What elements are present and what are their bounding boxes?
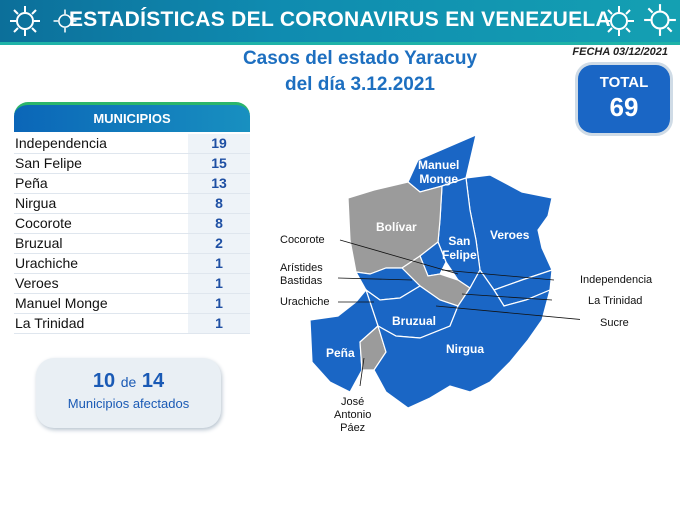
municipio-name: Manuel Monge [15,295,108,311]
affected-count-line: 10 de 14 [36,370,221,393]
municipio-cases: 8 [188,194,250,213]
map-callout-cocorote: Cocorote [280,234,325,246]
subtitle-line-1: Casos del estado Yaracuy [242,48,478,69]
total-badge: TOTAL 69 [578,65,670,133]
table-row: Manuel Monge 1 [14,294,250,314]
map-callout-urachiche: Urachiche [280,296,330,308]
municipio-cases: 1 [188,274,250,293]
table-row: Peña 13 [14,174,250,194]
virus-icon [10,6,40,36]
municipio-name: Nirgua [15,195,57,211]
map-callout-independencia: Independencia [580,274,653,286]
affected-de: de [120,374,137,390]
map-callout-jose-antonio-paez: José Antonio Páez [334,396,372,434]
table-row: Cocorote 8 [14,214,250,234]
map-callout-la-trinidad: La Trinidad [588,295,643,307]
callout-lines [337,239,580,387]
map-label-nirgua: Nirgua [446,342,485,356]
subtitle-line-2: del día 3.12.2021 [285,74,435,95]
municipio-cases: 8 [188,214,250,233]
map-callout-sucre: Sucre [600,317,629,329]
table-row: San Felipe 15 [14,154,250,174]
virus-icon [604,6,634,36]
header-banner: ESTADÍSTICAS DEL CORONAVIRUS EN VENEZUEL… [0,0,680,42]
municipio-name: Urachiche [15,255,79,271]
table-row: Veroes 1 [14,274,250,294]
municipio-name: Veroes [15,275,59,291]
map-label-bolivar: Bolívar [376,220,417,234]
affected-summary: 10 de 14 Municipios afectados [36,358,221,428]
municipio-cases: 1 [188,294,250,313]
municipio-name: Independencia [15,135,107,151]
municipio-name: San Felipe [15,155,82,171]
page-title: ESTADÍSTICAS DEL CORONAVIRUS EN VENEZUEL… [68,8,612,31]
header-divider [0,42,680,45]
subtitle: Casos del estado Yaracuy del día 3.12.20… [200,46,520,98]
total-label: TOTAL [599,74,649,91]
map-label-pena: Peña [326,346,355,360]
municipio-name: Peña [15,175,48,191]
municipio-name: Cocorote [15,215,72,231]
affected-count: 10 [92,370,116,392]
table-row: Independencia 19 [14,134,250,154]
report-date: FECHA 03/12/2021 [572,46,668,58]
affected-total: 14 [141,370,165,392]
map-label-bruzual: Bruzual [392,314,437,328]
municipio-cases: 1 [188,314,250,333]
table-row: Urachiche 1 [14,254,250,274]
virus-icon [53,9,77,33]
municipio-cases: 13 [188,174,250,193]
municipios-table: Independencia 19 San Felipe 15 Peña 13 Nirg… [14,134,250,334]
municipio-name: Bruzual [15,235,63,251]
virus-icon [644,4,676,36]
affected-label: Municipios afectados [67,396,190,411]
yaracuy-map [309,133,580,409]
map-callout-aristides-bastidas: Arístides Bastidas [280,262,323,287]
table-row: La Trinidad 1 [14,314,250,334]
map-label-manuel-monge: Manuel Monge [418,158,460,186]
total-value: 69 [609,92,639,122]
municipio-name: La Trinidad [15,315,85,331]
table-row: Bruzual 2 [14,234,250,254]
municipio-cases: 19 [188,134,250,153]
map-label-san-felipe: San Felipe [442,234,477,262]
municipios-header: MUNICIPIOS [14,102,250,132]
table-row: Nirgua 8 [14,194,250,214]
municipio-cases: 15 [188,154,250,173]
map-label-veroes: Veroes [490,228,530,242]
municipio-cases: 1 [188,254,250,273]
municipio-cases: 2 [188,234,250,253]
region-nirgua [373,268,551,409]
